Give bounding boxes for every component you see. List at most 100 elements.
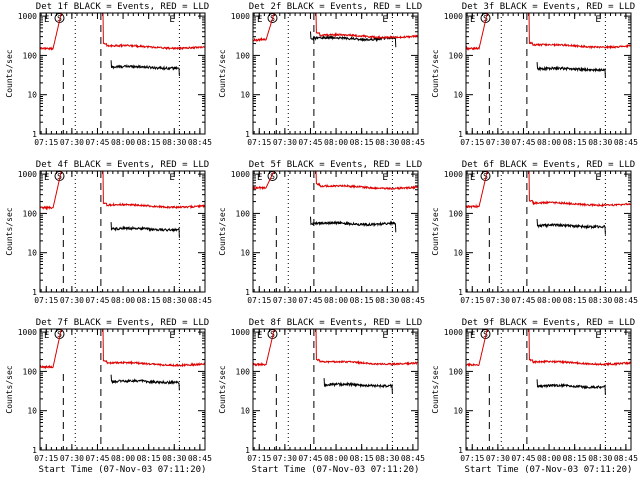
x-tick-label: 07:45	[298, 138, 322, 147]
detector-panel: Det 6f BLACK = Events, RED = LLD 1 10 100 10…	[431, 160, 638, 305]
lld-series-line	[253, 13, 275, 43]
y-tick-label: 10	[240, 407, 250, 416]
x-tick-label: 07:30	[60, 454, 84, 463]
x-tick-label: 07:15	[34, 296, 58, 305]
lld-series-line	[315, 329, 418, 366]
x-tick-label: 07:15	[460, 296, 484, 305]
y-tick-label: 1	[245, 288, 250, 297]
lld-series-line	[40, 329, 62, 370]
lld-series-line	[102, 171, 205, 210]
y-tick-label: 1000	[444, 12, 463, 21]
events-series-line	[310, 31, 397, 48]
x-tick-label: 08:45	[401, 296, 425, 305]
x-tick-label: 07:30	[273, 296, 297, 305]
lld-series-line	[528, 13, 631, 50]
x-tick-label: 08:00	[324, 454, 348, 463]
plot-frame	[465, 170, 632, 293]
x-tick-label: 07:45	[511, 138, 535, 147]
y-axis-label: Counts/sec	[431, 365, 440, 413]
x-tick-label: 08:00	[111, 138, 135, 147]
plot-frame	[39, 328, 206, 451]
events-series-line	[110, 222, 180, 238]
flag-left: E	[257, 331, 262, 341]
y-tick-label: 100	[449, 367, 464, 376]
x-tick-label: 08:45	[401, 454, 425, 463]
flag-right: E	[595, 173, 600, 183]
x-tick-label: 08:15	[563, 454, 587, 463]
panel-title: Det 5f BLACK = Events, RED = LLD	[249, 160, 422, 170]
events-series-line	[536, 218, 606, 235]
plot-frame	[39, 170, 206, 293]
events-series-line	[110, 374, 180, 391]
x-tick-label: 08:45	[188, 454, 212, 463]
flag-right: E	[169, 331, 174, 341]
x-tick-label: 07:30	[486, 454, 510, 463]
plot-frame	[39, 12, 206, 135]
lld-series-line	[315, 13, 418, 40]
plot-frame	[252, 170, 419, 293]
x-tick-label: 07:15	[247, 138, 271, 147]
x-tick-label: 07:30	[60, 138, 84, 147]
y-tick-label: 10	[453, 249, 463, 258]
detector-panel: Det 2f BLACK = Events, RED = LLD 1 10 100 10…	[218, 2, 425, 147]
panel-title: Det 3f BLACK = Events, RED = LLD	[462, 2, 635, 12]
panel-title: Det 4f BLACK = Events, RED = LLD	[36, 160, 209, 170]
panel-title: Det 6f BLACK = Events, RED = LLD	[462, 160, 635, 170]
x-tick-label: 08:15	[137, 296, 161, 305]
x-tick-label: 08:45	[401, 138, 425, 147]
detector-panel: Det 8f BLACK = Events, RED = LLD 1 10 100 10…	[218, 318, 425, 475]
x-tick-label: 07:30	[486, 138, 510, 147]
y-tick-label: 1000	[231, 170, 250, 179]
y-axis-label: Counts/sec	[218, 207, 227, 255]
y-tick-label: 1000	[444, 328, 463, 337]
events-series-line	[536, 62, 606, 78]
detector-panel: Det 7f BLACK = Events, RED = LLD 1 10 100 10…	[5, 318, 212, 475]
x-tick-label: 08:30	[162, 296, 186, 305]
detector-panel: Det 4f BLACK = Events, RED = LLD 1 10 100 10…	[5, 160, 212, 305]
y-tick-label: 1	[32, 130, 37, 139]
x-tick-label: 08:30	[588, 454, 612, 463]
panel-title: Det 9f BLACK = Events, RED = LLD	[462, 318, 635, 328]
x-tick-label: 07:15	[247, 454, 271, 463]
flag-circle-label: S	[57, 330, 62, 339]
lld-series-line	[528, 329, 631, 367]
x-tick-label: 07:30	[273, 454, 297, 463]
flag-left: E	[257, 173, 262, 183]
events-series-line	[310, 216, 397, 233]
flag-right: E	[382, 15, 387, 25]
flag-left: E	[44, 331, 49, 341]
y-tick-label: 10	[240, 91, 250, 100]
x-tick-label: 08:30	[375, 138, 399, 147]
y-tick-label: 10	[453, 407, 463, 416]
y-tick-label: 100	[449, 209, 464, 218]
y-tick-label: 10	[27, 407, 37, 416]
flag-circle-label: S	[270, 172, 275, 181]
y-tick-label: 1000	[231, 12, 250, 21]
y-axis-label: Counts/sec	[5, 365, 14, 413]
x-axis-label: Start Time (07-Nov-03 07:11:20)	[252, 465, 420, 475]
x-tick-label: 08:30	[588, 138, 612, 147]
flag-right: E	[382, 173, 387, 183]
y-tick-label: 100	[23, 51, 38, 60]
y-tick-label: 100	[236, 367, 251, 376]
detector-panel: Det 5f BLACK = Events, RED = LLD 1 10 100 10…	[218, 160, 425, 305]
x-tick-label: 08:15	[137, 138, 161, 147]
y-tick-label: 100	[236, 209, 251, 218]
x-tick-label: 08:30	[162, 454, 186, 463]
panel-title: Det 8f BLACK = Events, RED = LLD	[249, 318, 422, 328]
x-tick-label: 08:00	[324, 138, 348, 147]
x-tick-label: 07:45	[85, 138, 109, 147]
detector-panel: Det 3f BLACK = Events, RED = LLD 1 10 100 10…	[431, 2, 638, 147]
x-tick-label: 07:15	[34, 454, 58, 463]
y-tick-label: 1	[32, 288, 37, 297]
x-tick-label: 08:15	[350, 138, 374, 147]
x-tick-label: 07:15	[247, 296, 271, 305]
x-tick-label: 07:45	[298, 454, 322, 463]
y-axis-label: Counts/sec	[431, 49, 440, 97]
flag-right: E	[169, 173, 174, 183]
flag-left: E	[44, 173, 49, 183]
x-tick-label: 07:15	[460, 138, 484, 147]
x-tick-label: 08:45	[188, 296, 212, 305]
flag-left: E	[470, 15, 475, 25]
y-tick-label: 1000	[444, 170, 463, 179]
